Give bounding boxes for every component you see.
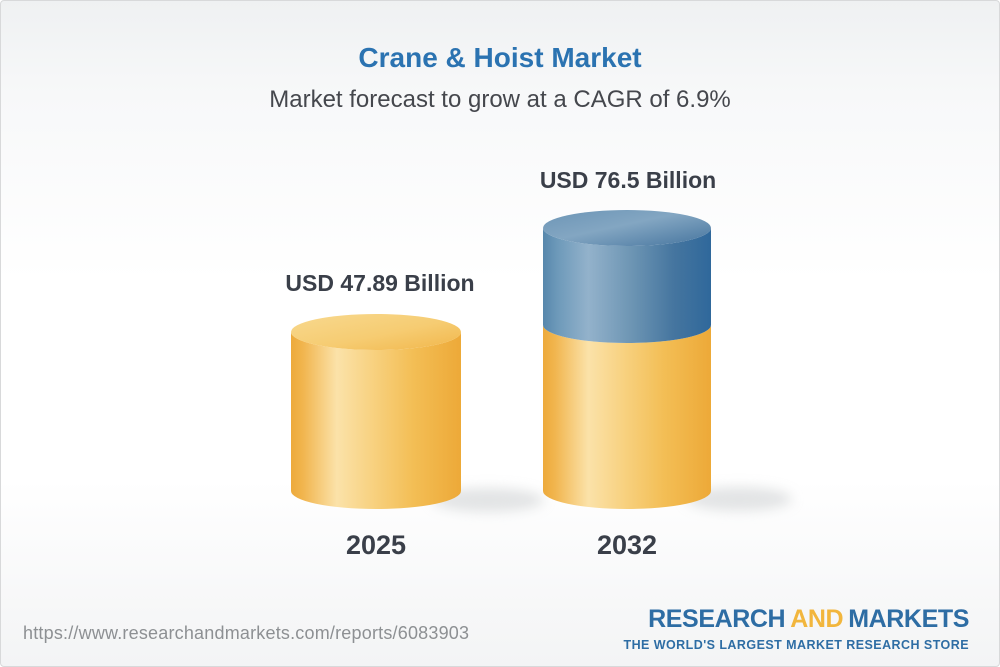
value-label-2025: USD 47.89 Billion: [285, 270, 475, 296]
report-url[interactable]: https://www.researchandmarkets.com/repor…: [23, 623, 470, 643]
logo-word-markets: MARKETS: [848, 605, 969, 633]
category-label-2032: 2032: [596, 530, 658, 560]
category-label-2025: 2025: [345, 530, 407, 560]
research-and-markets-logo[interactable]: RESEARCH AND MARKETS THE WORLD'S LARGEST M…: [623, 607, 969, 653]
value-label-2032: USD 76.5 Billion: [539, 167, 717, 193]
logo-wordmark: RESEARCH AND MARKETS: [623, 607, 969, 632]
cylinder-2032-growth-segment: [543, 228, 711, 343]
logo-word-research: RESEARCH: [648, 605, 786, 633]
cylinder-2032-top: [543, 210, 711, 246]
page-subtitle: Market forecast to grow at a CAGR of 6.9…: [269, 86, 731, 113]
logo-tagline: THE WORLD'S LARGEST MARKET RESEARCH STOR…: [623, 638, 969, 652]
logo-word-and: AND: [790, 605, 844, 633]
page-title: Crane & Hoist Market: [358, 42, 642, 73]
shadow-2032: [686, 487, 792, 511]
cylinder-2025-top: [291, 314, 461, 350]
cylinder-2025-body: [291, 332, 461, 509]
shadow-2025: [432, 488, 544, 512]
cylinder-2032-base-segment: [543, 325, 711, 509]
